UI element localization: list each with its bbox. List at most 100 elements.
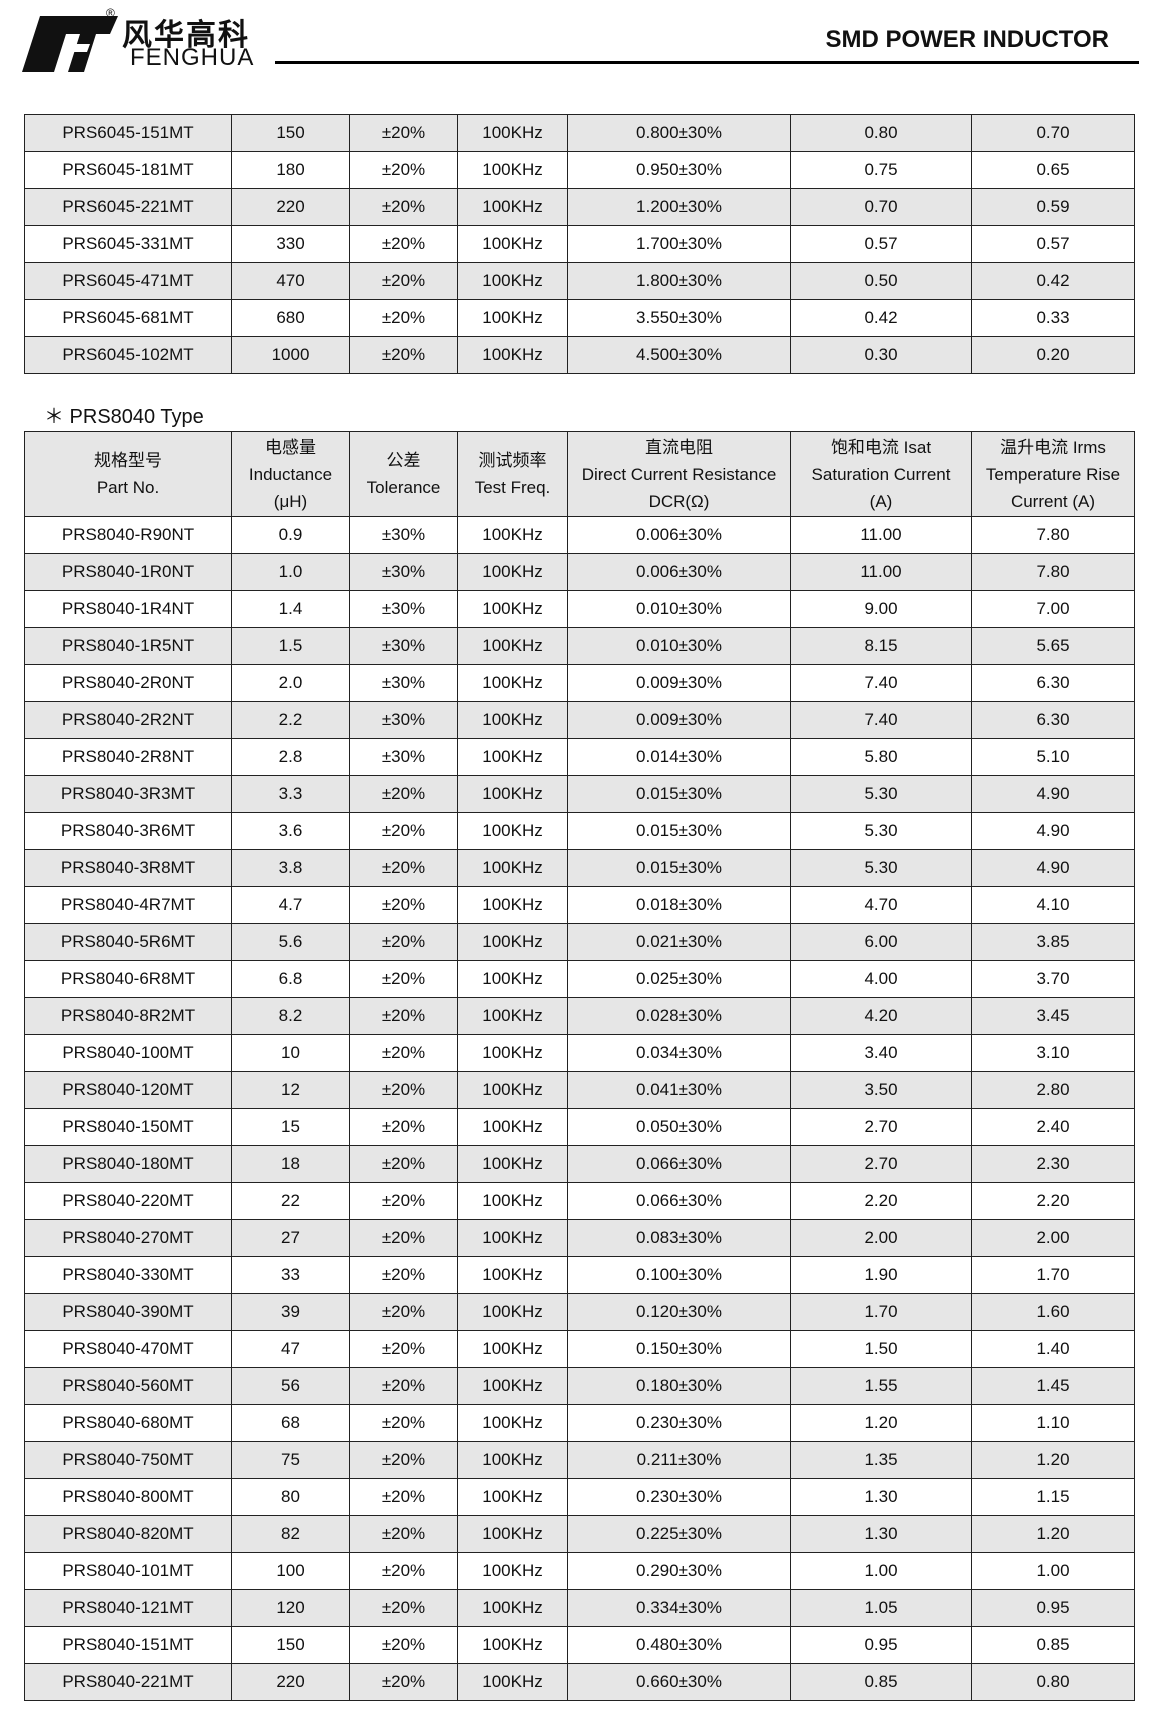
cell: 0.80: [971, 1663, 1135, 1701]
cell: 18: [231, 1145, 350, 1183]
cell: 0.57: [971, 225, 1135, 263]
cell: PRS6045-331MT: [24, 225, 232, 263]
row: PRS8040-680MT 68 ±20% 100KHz 0.230±30% 1.20 1.…: [24, 1404, 1135, 1442]
row: PRS6045-331MT 330 ±20% 100KHz 1.700±30% 0.57 0…: [24, 225, 1135, 263]
cell: PRS8040-3R3MT: [24, 775, 232, 813]
cell: 3.40: [790, 1034, 972, 1072]
header-line: (μH): [273, 491, 308, 511]
cell: ±20%: [349, 225, 458, 263]
cell: ±30%: [349, 553, 458, 591]
cell: 33: [231, 1256, 350, 1294]
cell: ±20%: [349, 1478, 458, 1516]
cell: 68: [231, 1404, 350, 1442]
cell: 0.006±30%: [567, 516, 791, 554]
row: PRS8040-1R5NT 1.5 ±30% 100KHz 0.010±30% 8.15 5…: [24, 627, 1135, 665]
cell: 1.05: [790, 1589, 972, 1627]
cell: 0.480±30%: [567, 1626, 791, 1664]
cell: 0.75: [790, 151, 972, 189]
cell: 0.010±30%: [567, 590, 791, 628]
cell: 0.70: [790, 188, 972, 226]
cell: 100KHz: [457, 738, 568, 776]
brand-en: FENGHUA: [130, 44, 255, 71]
cell: PRS8040-1R5NT: [24, 627, 232, 665]
row: PRS8040-5R6MT 5.6 ±20% 100KHz 0.021±30% 6.00 3…: [24, 923, 1135, 961]
cell: PRS6045-181MT: [24, 151, 232, 189]
cell: PRS8040-2R8NT: [24, 738, 232, 776]
cell: ±20%: [349, 151, 458, 189]
cell: PRS8040-330MT: [24, 1256, 232, 1294]
cell: PRS8040-5R6MT: [24, 923, 232, 961]
cell: 3.10: [971, 1034, 1135, 1072]
row: PRS6045-681MT 680 ±20% 100KHz 3.550±30% 0.42 0…: [24, 299, 1135, 337]
cell: PRS8040-221MT: [24, 1663, 232, 1701]
row: PRS6045-471MT 470 ±20% 100KHz 1.800±30% 0.50 0…: [24, 262, 1135, 300]
row: PRS8040-121MT 120 ±20% 100KHz 0.334±30% 1.05 0…: [24, 1589, 1135, 1627]
cell: PRS8040-560MT: [24, 1367, 232, 1405]
cell: 100KHz: [457, 775, 568, 813]
cell: 5.30: [790, 812, 972, 850]
cell: 1.15: [971, 1478, 1135, 1516]
cell: ±20%: [349, 1552, 458, 1590]
cell: 1000: [231, 336, 350, 374]
cell: 0.083±30%: [567, 1219, 791, 1257]
cell: 3.70: [971, 960, 1135, 998]
cell: 0.230±30%: [567, 1404, 791, 1442]
cell: 0.85: [971, 1626, 1135, 1664]
cell: PRS8040-2R0NT: [24, 664, 232, 702]
cell: 0.59: [971, 188, 1135, 226]
cell: 100KHz: [457, 262, 568, 300]
header-line: Saturation Current: [811, 464, 951, 484]
cell: 1.30: [790, 1515, 972, 1553]
cell: 12: [231, 1071, 350, 1109]
cell: ±20%: [349, 1219, 458, 1257]
cell: 0.018±30%: [567, 886, 791, 924]
cell: PRS6045-102MT: [24, 336, 232, 374]
cell: 4.20: [790, 997, 972, 1035]
cell: 1.200±30%: [567, 188, 791, 226]
cell: 1.20: [971, 1515, 1135, 1553]
cell: 100KHz: [457, 1441, 568, 1479]
cell: 1.70: [790, 1293, 972, 1331]
header-cell: 测试频率 Test Freq.: [457, 431, 568, 517]
cell: 1.700±30%: [567, 225, 791, 263]
cell: 1.30: [790, 1478, 972, 1516]
cell: PRS8040-680MT: [24, 1404, 232, 1442]
cell: 330: [231, 225, 350, 263]
row: PRS8040-150MT 15 ±20% 100KHz 0.050±30% 2.70 2.…: [24, 1108, 1135, 1146]
table-prs8040: 规格型号 Part No. 电感量 Inductance (μH) 公差 Tolerance…: [24, 431, 1135, 1701]
cell: 1.00: [790, 1552, 972, 1590]
cell: 9.00: [790, 590, 972, 628]
cell: 3.550±30%: [567, 299, 791, 337]
cell: 3.85: [971, 923, 1135, 961]
header-line: 测试频率: [478, 451, 547, 470]
header-line: 公差: [386, 451, 421, 470]
cell: 100KHz: [457, 960, 568, 998]
cell: 680: [231, 299, 350, 337]
cell: PRS8040-100MT: [24, 1034, 232, 1072]
cell: 100KHz: [457, 516, 568, 554]
cell: ±30%: [349, 701, 458, 739]
cell: 0.006±30%: [567, 553, 791, 591]
header-cell: 公差 Tolerance: [349, 431, 458, 517]
cell: PRS8040-R90NT: [24, 516, 232, 554]
cell: PRS8040-120MT: [24, 1071, 232, 1109]
cell: ±20%: [349, 1663, 458, 1701]
cell: 150: [231, 1626, 350, 1664]
cell: PRS6045-681MT: [24, 299, 232, 337]
cell: 120: [231, 1589, 350, 1627]
cell: PRS8040-2R2NT: [24, 701, 232, 739]
cell: 5.10: [971, 738, 1135, 776]
cell: 4.10: [971, 886, 1135, 924]
cell: ±20%: [349, 1293, 458, 1331]
cell: 0.230±30%: [567, 1478, 791, 1516]
cell: 100KHz: [457, 590, 568, 628]
header: ® 风华高科 FENGHUA SMD POWER INDUCTOR: [0, 0, 1155, 80]
table-prs6045: PRS6045-151MT 150 ±20% 100KHz 0.800±30% 0.80 0…: [24, 114, 1135, 374]
cell: 0.660±30%: [567, 1663, 791, 1701]
cell: 0.015±30%: [567, 775, 791, 813]
cell: ±20%: [349, 262, 458, 300]
cell: ±30%: [349, 738, 458, 776]
cell: PRS8040-6R8MT: [24, 960, 232, 998]
cell: 4.70: [790, 886, 972, 924]
